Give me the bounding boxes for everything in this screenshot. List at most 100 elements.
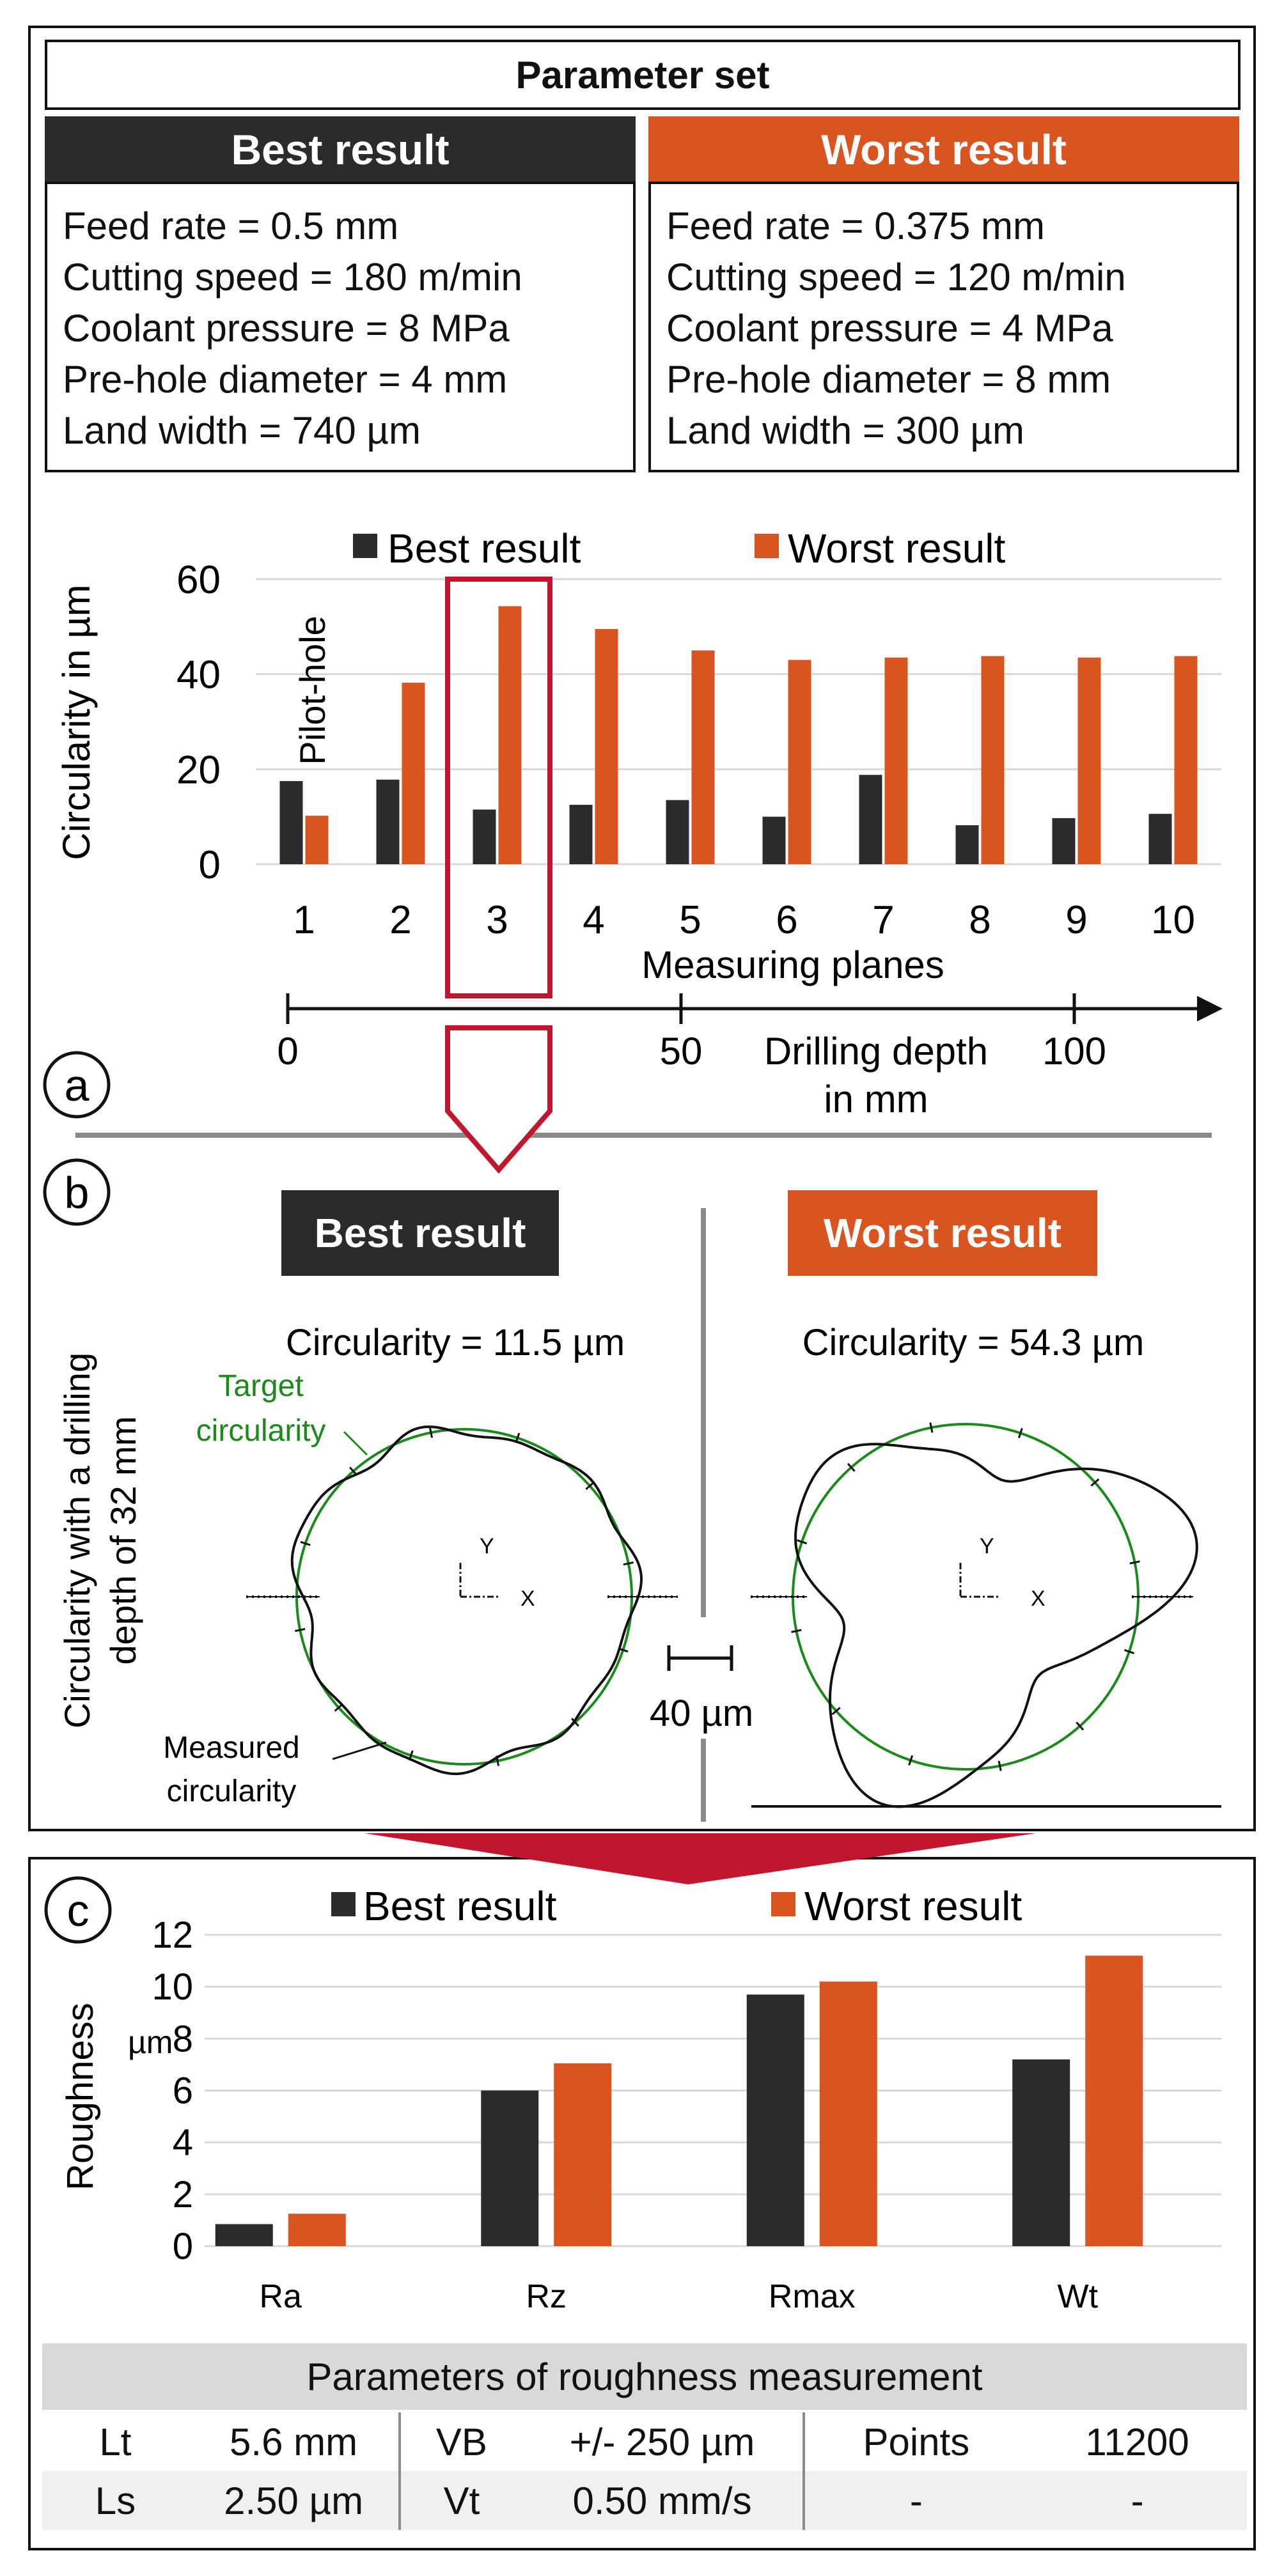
circle-tick-mark xyxy=(1124,1649,1135,1654)
chart-a-xtick-label: 1 xyxy=(293,898,315,942)
chart-a-xtick-label: 4 xyxy=(583,898,604,942)
circle-tick-mark xyxy=(1017,1427,1023,1439)
drilling-depth-axis: 0 50 100 xyxy=(277,993,1223,1073)
table-cell: VB xyxy=(398,2412,522,2471)
circle-tick-mark xyxy=(428,1427,434,1438)
chart-c-yticks: 0 2 4 6 8 10 12 xyxy=(152,1914,193,2267)
table-cell: - xyxy=(802,2471,1028,2530)
best-bar-rmax xyxy=(746,1994,804,2246)
circle-tick-mark xyxy=(1129,1560,1140,1565)
best-circularity-plot: Y X Target circularity Measured circular… xyxy=(163,1369,678,1808)
circle-tick-mark xyxy=(618,1647,629,1653)
target-circularity-label-line1: Target xyxy=(218,1369,303,1403)
chart-c-ytick-label: 2 xyxy=(173,2174,193,2215)
worst-bar-plane-10 xyxy=(1174,656,1198,864)
panel-c-badge xyxy=(44,1876,112,1944)
measured-circularity-label-line1: Measured xyxy=(163,1731,299,1765)
best-param-land-width: Land width = 740 µm xyxy=(63,409,421,452)
panel-b-badge xyxy=(43,1158,111,1226)
chart-a-gridlines xyxy=(256,578,1221,865)
best-param-cutting-speed: Cutting speed = 180 m/min xyxy=(63,256,522,299)
chart-a-xtick-label: 3 xyxy=(486,898,508,942)
chart-c-legend-best-swatch xyxy=(331,1892,356,1916)
worst-measured-profile xyxy=(794,1443,1198,1808)
target-label-leader xyxy=(343,1431,368,1456)
best-measured-profile xyxy=(290,1425,643,1776)
table-cell: Ls xyxy=(95,2479,136,2522)
circle-tick-mark xyxy=(1090,1478,1100,1487)
table-cell: 5.6 mm xyxy=(230,2420,358,2463)
table-cell: - xyxy=(1131,2479,1144,2522)
circularity-chart: 0 20 40 60 1 2 3 4 5 6 7 8 9 10 Circularity in µm Me… xyxy=(43,525,1223,1174)
best-bar-plane-6 xyxy=(762,816,786,864)
chart-a-bars xyxy=(279,606,1198,864)
chart-c-xtick-label: Rmax xyxy=(769,2278,856,2315)
table-cell: 2.50 µm xyxy=(224,2479,364,2522)
best-bar-plane-10 xyxy=(1148,814,1172,864)
circle-tick-mark xyxy=(515,1432,521,1443)
table-cell: 0.50 mm/s xyxy=(572,2479,752,2522)
drilling-depth-tick-label: 0 xyxy=(277,1030,298,1073)
highlight-plane-3-box xyxy=(445,577,552,998)
chart-c-xtick-label: Rz xyxy=(526,2278,567,2315)
worst-bar-plane-3 xyxy=(498,606,522,864)
best-bar-plane-2 xyxy=(376,779,400,864)
panel-b-best-title: Best result xyxy=(281,1190,559,1276)
pointer-arrow-down xyxy=(445,1025,552,1174)
chart-c-xticks: Ra Rz Rmax Wt xyxy=(260,2278,1099,2315)
chart-a-ytick-label: 60 xyxy=(176,558,221,602)
chart-c-xtick-label: Wt xyxy=(1057,2278,1098,2315)
worst-circularity-plot: Y X xyxy=(751,1422,1221,1808)
panel-a-badge xyxy=(43,1051,111,1119)
table-cell: Lt xyxy=(99,2420,132,2463)
measured-circularity-label-line2: circularity xyxy=(167,1774,297,1808)
worst-param-pre-hole-diameter: Pre-hole diameter = 8 mm xyxy=(666,358,1111,401)
chart-c-bars xyxy=(215,1955,1143,2246)
worst-param-coolant-pressure: Coolant pressure = 4 MPa xyxy=(666,307,1113,350)
chart-a-xlabel: Measuring planes xyxy=(641,943,944,986)
circle-tick-mark xyxy=(571,1718,579,1727)
chart-a-ytick-label: 0 xyxy=(199,843,221,887)
worst-bar-plane-2 xyxy=(402,683,425,864)
table-cell: Vt xyxy=(398,2471,522,2530)
target-circularity-label-line2: circularity xyxy=(196,1414,326,1448)
table-cell: +/- 250 µm xyxy=(569,2420,755,2463)
chart-a-ylabel: Circularity in µm xyxy=(55,584,98,860)
worst-circularity-value: Circularity = 54.3 µm xyxy=(802,1322,1145,1363)
worst-bar-wt xyxy=(1085,1955,1143,2246)
worst-bar-plane-4 xyxy=(595,629,618,864)
worst-bar-rmax xyxy=(819,1982,877,2246)
panel-b-ylabel-line2: depth of 32 mm xyxy=(103,1416,143,1664)
chart-a-ytick-label: 40 xyxy=(176,653,221,697)
best-axis-x-label: X xyxy=(521,1587,535,1611)
worst-axis-x-label: X xyxy=(1031,1587,1045,1611)
outer-frame-top xyxy=(28,26,1256,1831)
chart-a-xtick-label: 5 xyxy=(679,898,701,942)
circle-tick-mark xyxy=(1076,1721,1084,1731)
best-bar-plane-7 xyxy=(859,775,882,864)
circle-tick-mark xyxy=(408,1750,414,1761)
table-cell: Points xyxy=(802,2412,1028,2471)
best-bar-plane-1 xyxy=(279,780,303,864)
circularity-plots: b Circularity with a drilling depth of 3… xyxy=(43,1158,1221,1822)
drilling-depth-label-line1: Drilling depth xyxy=(764,1030,988,1073)
panel-c-letter: c xyxy=(67,1886,90,1936)
chart-c-ytick-label: 6 xyxy=(173,2070,193,2112)
best-bar-rz xyxy=(481,2090,539,2246)
chart-a-yticks: 0 20 40 60 xyxy=(176,558,221,887)
worst-param-cutting-speed: Cutting speed = 120 m/min xyxy=(666,256,1126,299)
chart-c-ytick-label: 4 xyxy=(173,2122,193,2164)
chart-c-yunit: µm xyxy=(128,2024,173,2060)
worst-axis-y-label: Y xyxy=(980,1534,994,1558)
chart-c-ytick-label: 0 xyxy=(173,2226,193,2267)
best-param-pre-hole-diameter: Pre-hole diameter = 4 mm xyxy=(63,358,508,401)
panel-a-letter: a xyxy=(65,1060,90,1110)
circle-tick-mark xyxy=(495,1755,500,1766)
chart-c-ytick-label: 8 xyxy=(173,2018,193,2060)
worst-bar-ra xyxy=(288,2214,346,2246)
worst-bar-plane-6 xyxy=(788,660,811,864)
chart-a-legend-worst: Worst result xyxy=(788,525,1005,571)
chart-c-xtick-label: Ra xyxy=(260,2278,302,2315)
circle-tick-mark xyxy=(908,1755,914,1766)
roughness-chart: c 0 2 4 6 8 10 12 Ra Rz Rmax Wt Roughness µm Best… xyxy=(44,1876,1221,2315)
